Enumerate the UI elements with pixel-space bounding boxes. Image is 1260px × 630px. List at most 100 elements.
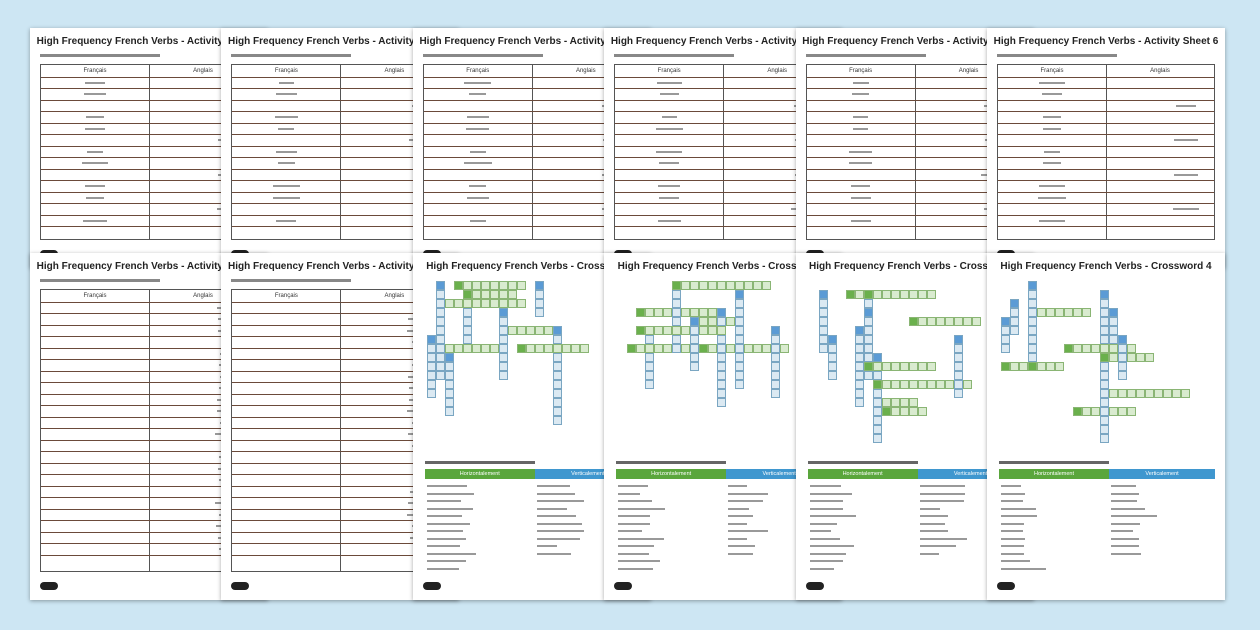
column-divider — [1106, 65, 1107, 239]
crossword-cell — [717, 281, 727, 290]
row-line — [232, 203, 449, 204]
instruction — [40, 54, 160, 57]
crossword-cell — [1100, 308, 1109, 317]
row-line — [232, 336, 449, 337]
clue — [426, 515, 462, 517]
column-header: Anglais — [575, 68, 596, 74]
column-divider — [149, 65, 150, 239]
row-line — [41, 180, 257, 181]
row-line — [423, 214, 640, 216]
row-line — [232, 393, 449, 395]
crossword-cell — [681, 281, 691, 290]
crossword-cell — [863, 317, 873, 326]
crossword-cell — [525, 344, 535, 353]
row-line — [232, 520, 449, 521]
crossword-cell — [854, 290, 864, 299]
row-line — [423, 168, 640, 170]
crossword-cell — [1010, 299, 1019, 308]
crossword-cell — [435, 344, 445, 353]
clue — [728, 552, 754, 555]
row-line — [232, 76, 449, 78]
crossword-cell — [645, 353, 655, 362]
table: Français Anglais — [231, 64, 450, 240]
clue — [919, 545, 957, 547]
cell-text — [81, 162, 109, 164]
crossword-cell — [1100, 326, 1109, 335]
row-line — [232, 382, 449, 383]
crossword-cell — [872, 407, 882, 416]
crossword-cell — [534, 281, 544, 290]
row-line — [41, 301, 257, 303]
crossword-cell — [435, 281, 445, 290]
crossword-cell — [863, 299, 873, 308]
crossword-cell — [426, 335, 436, 344]
clue — [1001, 515, 1037, 517]
crossword-cell — [717, 344, 727, 353]
crossword-cell — [908, 362, 918, 371]
crossword-cell — [426, 380, 436, 389]
clue — [536, 530, 585, 532]
crossword-cell — [699, 344, 709, 353]
row-line — [232, 462, 449, 464]
clue — [919, 537, 967, 540]
crossword-cell — [735, 326, 745, 335]
row-line — [232, 428, 449, 429]
row-line — [41, 203, 257, 204]
row-line — [41, 111, 257, 112]
row-line — [232, 508, 449, 510]
crossword-cell — [1019, 362, 1028, 371]
crossword-cell — [827, 362, 837, 371]
clue — [1001, 567, 1046, 570]
crossword-cell — [863, 290, 873, 299]
crossword-cell — [1100, 389, 1109, 398]
row-line — [615, 168, 832, 170]
cell-text — [1043, 162, 1061, 164]
clue-header: Horizontalement — [424, 469, 535, 479]
crossword-cell — [462, 326, 472, 335]
clue — [809, 507, 843, 510]
cell-text — [656, 81, 682, 84]
clue — [728, 545, 755, 547]
crossword-cell — [818, 317, 828, 326]
cell-text — [1173, 173, 1199, 176]
row-line — [41, 497, 257, 498]
clue — [1001, 530, 1024, 532]
crossword-cell — [753, 344, 763, 353]
crossword-cell — [917, 380, 927, 389]
crossword-cell — [1010, 308, 1019, 317]
crossword-cell — [471, 281, 481, 290]
crossword-cell — [935, 380, 945, 389]
crossword-cell — [645, 362, 655, 371]
clue — [728, 500, 763, 502]
row-line — [615, 226, 832, 227]
clue-header: Horizontalement — [616, 469, 727, 479]
instruction — [805, 54, 926, 57]
crossword-cell — [1109, 353, 1118, 362]
crossword-cell — [1109, 344, 1118, 353]
crossword-cell — [480, 281, 490, 290]
crossword-cell — [498, 281, 508, 290]
crossword-cell — [908, 317, 918, 326]
crossword-cell — [818, 344, 828, 353]
crossword-cell — [1037, 362, 1046, 371]
crossword-cell — [890, 362, 900, 371]
crossword-cell — [1109, 335, 1118, 344]
crossword-cell — [854, 398, 864, 407]
crossword-cell — [435, 362, 445, 371]
crossword-cell — [863, 308, 873, 317]
crossword-cell — [489, 290, 499, 299]
crossword-cell — [863, 362, 873, 371]
clue — [809, 515, 857, 517]
clue — [426, 537, 466, 540]
cell-text — [851, 185, 870, 187]
row-line — [615, 76, 832, 78]
table: Français Anglais — [614, 64, 833, 240]
crossword-cell — [735, 317, 745, 326]
crossword-cell — [771, 362, 781, 371]
crossword-cell — [899, 398, 909, 407]
crossword-cell — [672, 281, 682, 290]
crossword-cell — [516, 344, 526, 353]
crossword-cell — [926, 362, 936, 371]
crossword-cell — [489, 344, 499, 353]
crossword-cell — [863, 344, 873, 353]
